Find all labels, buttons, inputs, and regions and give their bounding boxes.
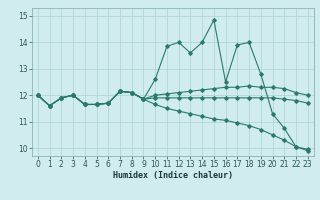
X-axis label: Humidex (Indice chaleur): Humidex (Indice chaleur)	[113, 171, 233, 180]
